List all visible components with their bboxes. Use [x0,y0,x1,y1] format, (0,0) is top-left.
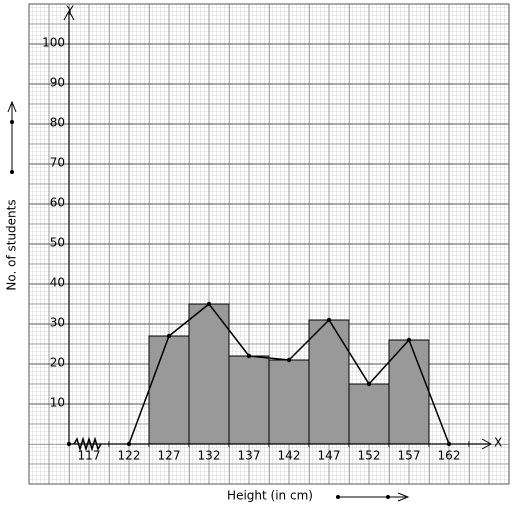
polygon-point [126,441,132,447]
polygon-point [166,333,172,339]
y-tick-label: 40 [50,276,65,290]
y-axis-label: No. of students [5,199,19,290]
bar [388,339,430,445]
polygon-point [446,441,452,447]
x-arrow [336,492,410,502]
y-tick-label: 20 [50,356,65,370]
y-tick-label: 50 [50,236,65,250]
y-tick-label: 10 [50,396,65,410]
x-tick-label: 147 [318,449,341,463]
x-tick-label: 157 [398,449,421,463]
polygon-point [286,357,292,363]
y-axis-name: Y [65,4,74,18]
bar [268,359,310,445]
x-tick-label: 152 [358,449,381,463]
bar [228,355,270,445]
origin [66,441,72,447]
x-tick-label: 137 [238,449,261,463]
x-tick-label: 162 [438,449,461,463]
y-tick-label: 80 [50,116,65,130]
y-tick-label: 100 [42,36,65,50]
axis-break [73,436,102,452]
polygon-point [206,301,212,307]
bar [188,303,230,445]
polygon-point [326,317,332,323]
bar [308,319,350,445]
y-tick-label: 60 [50,196,65,210]
y-tick-label: 70 [50,156,65,170]
y-arrow [7,100,17,174]
y-tick-label: 30 [50,316,65,330]
x-axis-name: X [494,436,502,450]
x-tick-label: 127 [158,449,181,463]
polygon-point [366,381,372,387]
x-tick-label: 122 [118,449,141,463]
x-tick-label: 142 [278,449,301,463]
x-axis-arrow [481,438,493,450]
y-axis-arrow [63,9,75,21]
polygon-point [246,353,252,359]
polygon-point [406,337,412,343]
x-tick-label: 117 [78,449,101,463]
bar [148,335,190,445]
y-tick-label: 90 [50,76,65,90]
x-axis-label: Height (in cm) [227,489,313,503]
bar [348,383,390,445]
x-tick-label: 132 [198,449,221,463]
